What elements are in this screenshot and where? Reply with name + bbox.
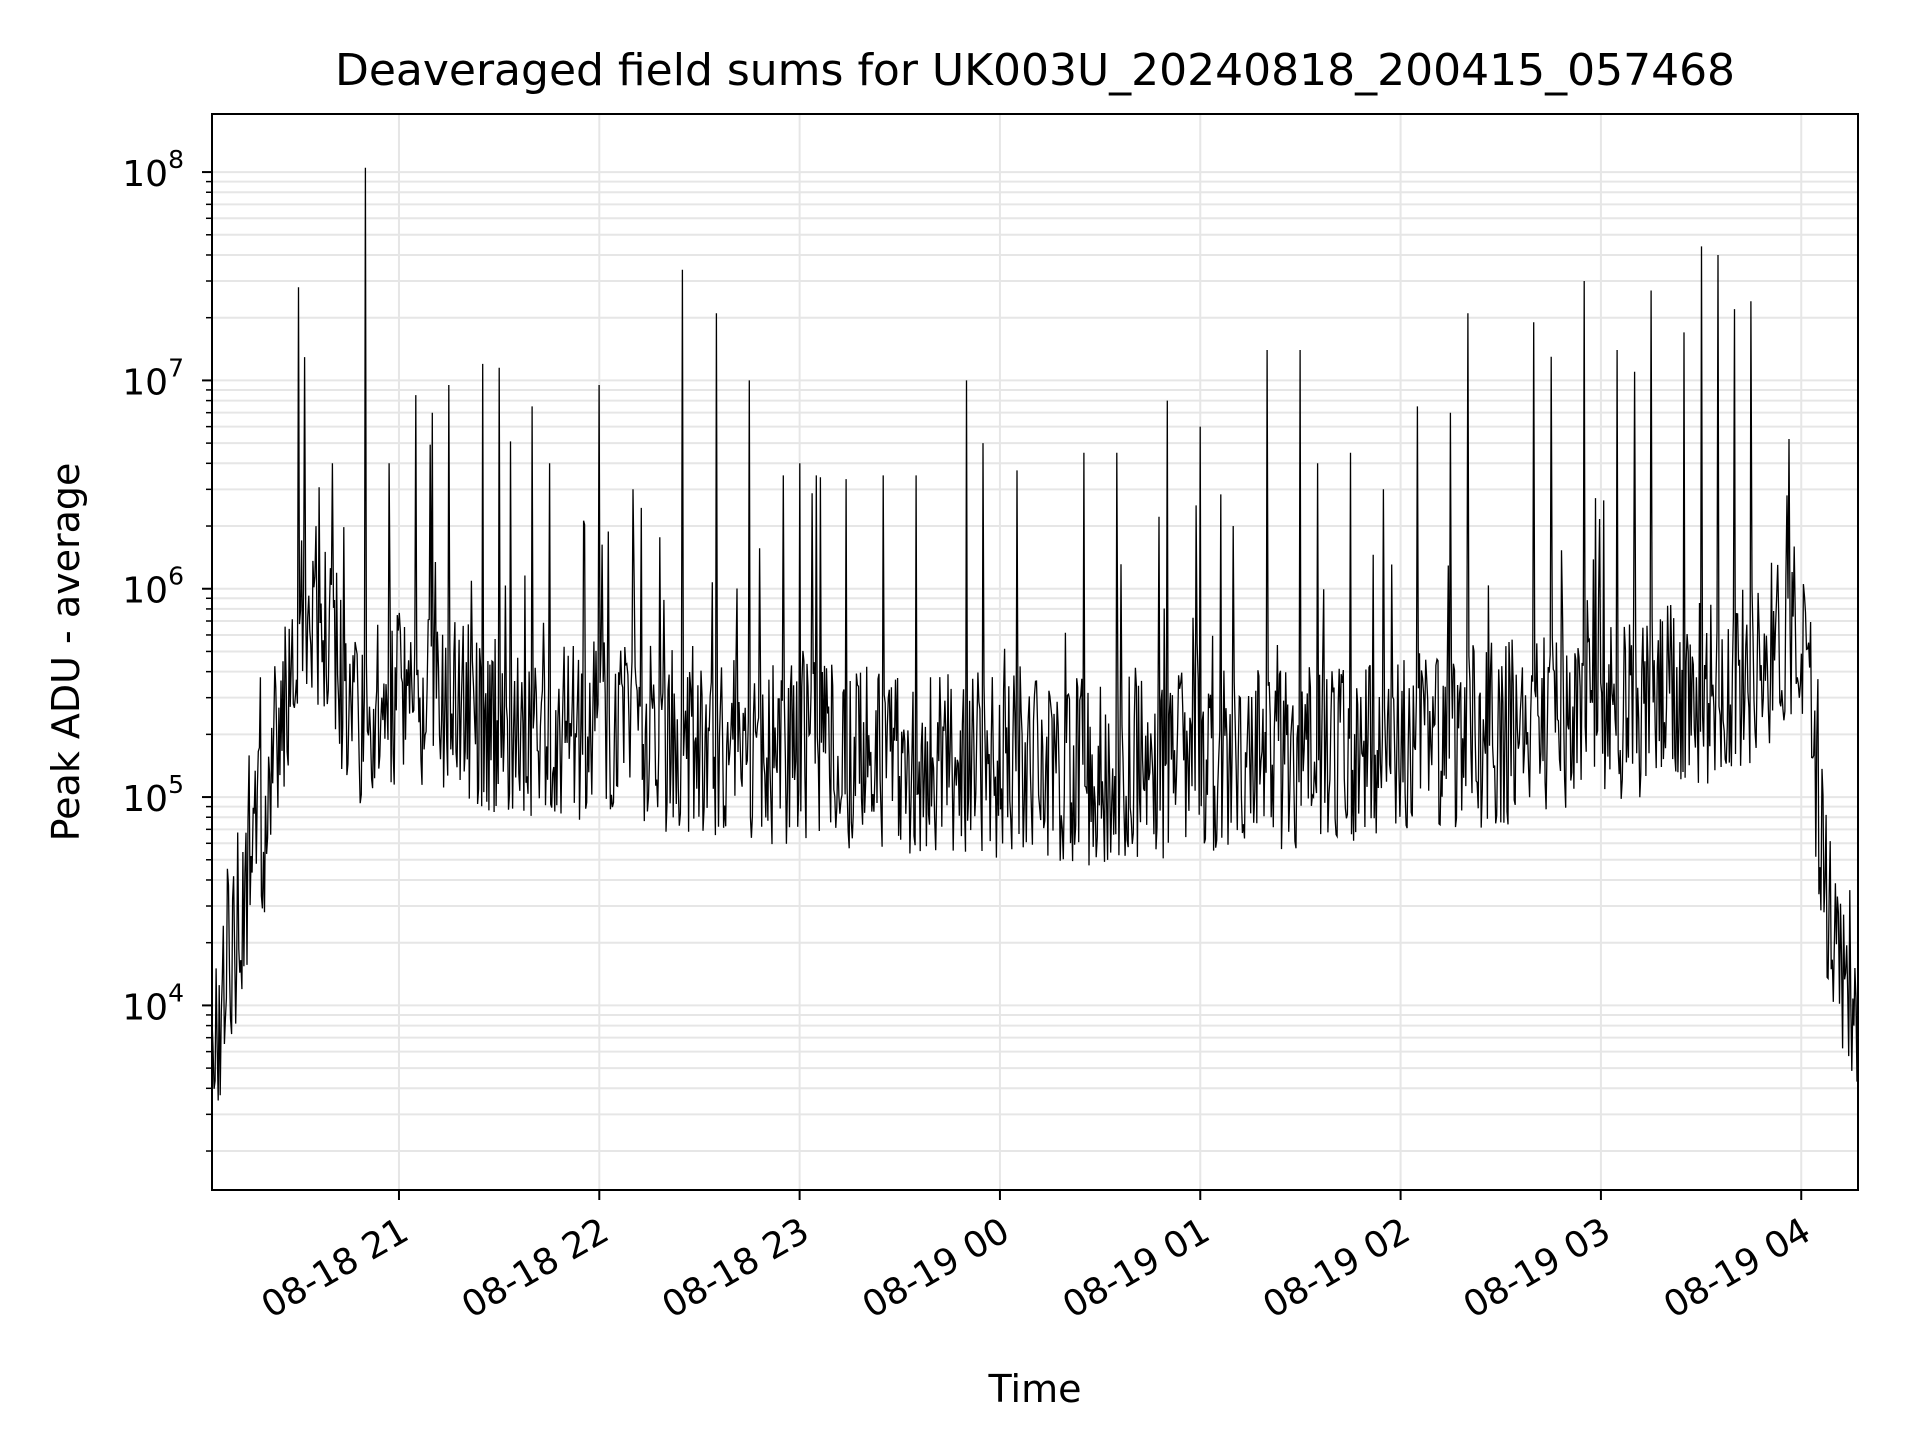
- y-tick-exponent: 6: [168, 562, 184, 591]
- x-tick-label: 08-19 03: [1457, 1210, 1618, 1326]
- y-tick-base: 10: [122, 987, 168, 1028]
- y-axis-label: Peak ADU - average: [44, 463, 88, 842]
- series-line: [212, 167, 1858, 1101]
- y-tick-label: 108: [122, 145, 184, 195]
- x-tick-label: 08-18 23: [655, 1210, 816, 1326]
- y-tick-exponent: 5: [168, 770, 184, 799]
- chart-title: Deaveraged field sums for UK003U_2024081…: [335, 45, 1735, 96]
- y-tick-exponent: 7: [168, 353, 184, 382]
- x-tick-label: 08-19 00: [856, 1210, 1017, 1326]
- y-tick-exponent: 4: [168, 978, 184, 1007]
- y-tick-base: 10: [122, 362, 168, 403]
- y-tick-label: 107: [122, 353, 184, 403]
- x-tick-label: 08-19 04: [1657, 1210, 1818, 1326]
- x-tick-label: 08-18 22: [455, 1210, 616, 1326]
- x-tick-label: 08-18 21: [255, 1210, 416, 1326]
- y-tick-label: 106: [122, 562, 184, 612]
- y-tick-label: 104: [122, 978, 184, 1028]
- x-axis-label: Time: [988, 1367, 1082, 1411]
- y-tick-label: 105: [122, 770, 184, 820]
- x-tick-label: 08-19 01: [1056, 1210, 1217, 1326]
- y-tick-base: 10: [122, 571, 168, 612]
- y-tick-base: 10: [122, 154, 168, 195]
- y-tick-exponent: 8: [168, 145, 184, 174]
- plot-layer: [212, 167, 1858, 1101]
- y-tick-base: 10: [122, 779, 168, 820]
- x-tick-label: 08-19 02: [1256, 1210, 1417, 1326]
